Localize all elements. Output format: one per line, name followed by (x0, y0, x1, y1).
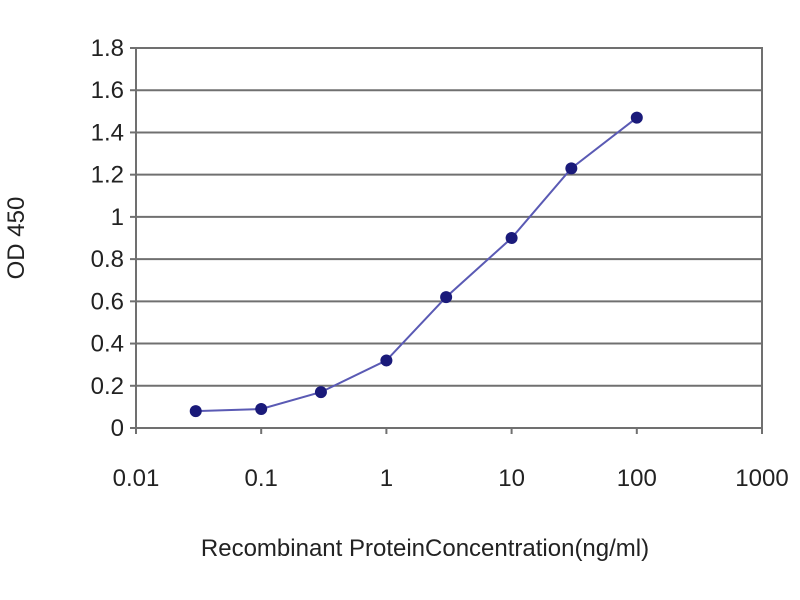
y-tick-label: 0.6 (91, 288, 124, 315)
x-axis-title: Recombinant ProteinConcentration(ng/ml) (201, 535, 649, 562)
x-tick-label: 1000 (735, 465, 788, 492)
y-tick-label: 1.2 (91, 162, 124, 189)
x-tick-label: 100 (617, 465, 657, 492)
data-point (314, 386, 327, 399)
y-tick-label: 1.8 (91, 35, 124, 62)
y-tick-label: 0.8 (91, 246, 124, 273)
x-tick-label: 1 (380, 465, 393, 492)
y-axis-ticks: 0 0.2 0.4 0.6 0.8 1 1.2 1.4 1.6 1.8 (91, 35, 136, 442)
x-tick-label: 0.01 (113, 465, 160, 492)
y-tick-label: 0.2 (91, 373, 124, 400)
x-tick-label: 10 (498, 465, 525, 492)
y-tick-label: 1.4 (91, 119, 124, 146)
x-tick-label: 0.1 (245, 465, 278, 492)
data-point (630, 111, 643, 124)
data-point (380, 354, 393, 367)
data-points (189, 111, 643, 418)
y-tick-label: 1.6 (91, 77, 124, 104)
data-point (505, 232, 518, 244)
y-tick-label: 0.4 (91, 331, 124, 358)
y-tick-label: 0 (111, 415, 124, 442)
y-axis-title: OD 450 (3, 197, 30, 280)
x-axis-ticks: 0.01 0.1 1 10 100 1000 (113, 428, 789, 492)
y-tick-label: 1 (111, 204, 124, 231)
data-point (255, 403, 268, 415)
data-point (440, 291, 453, 304)
plot-area (135, 47, 763, 429)
data-point (565, 162, 578, 175)
series-line (195, 116, 638, 413)
data-point (189, 405, 202, 418)
